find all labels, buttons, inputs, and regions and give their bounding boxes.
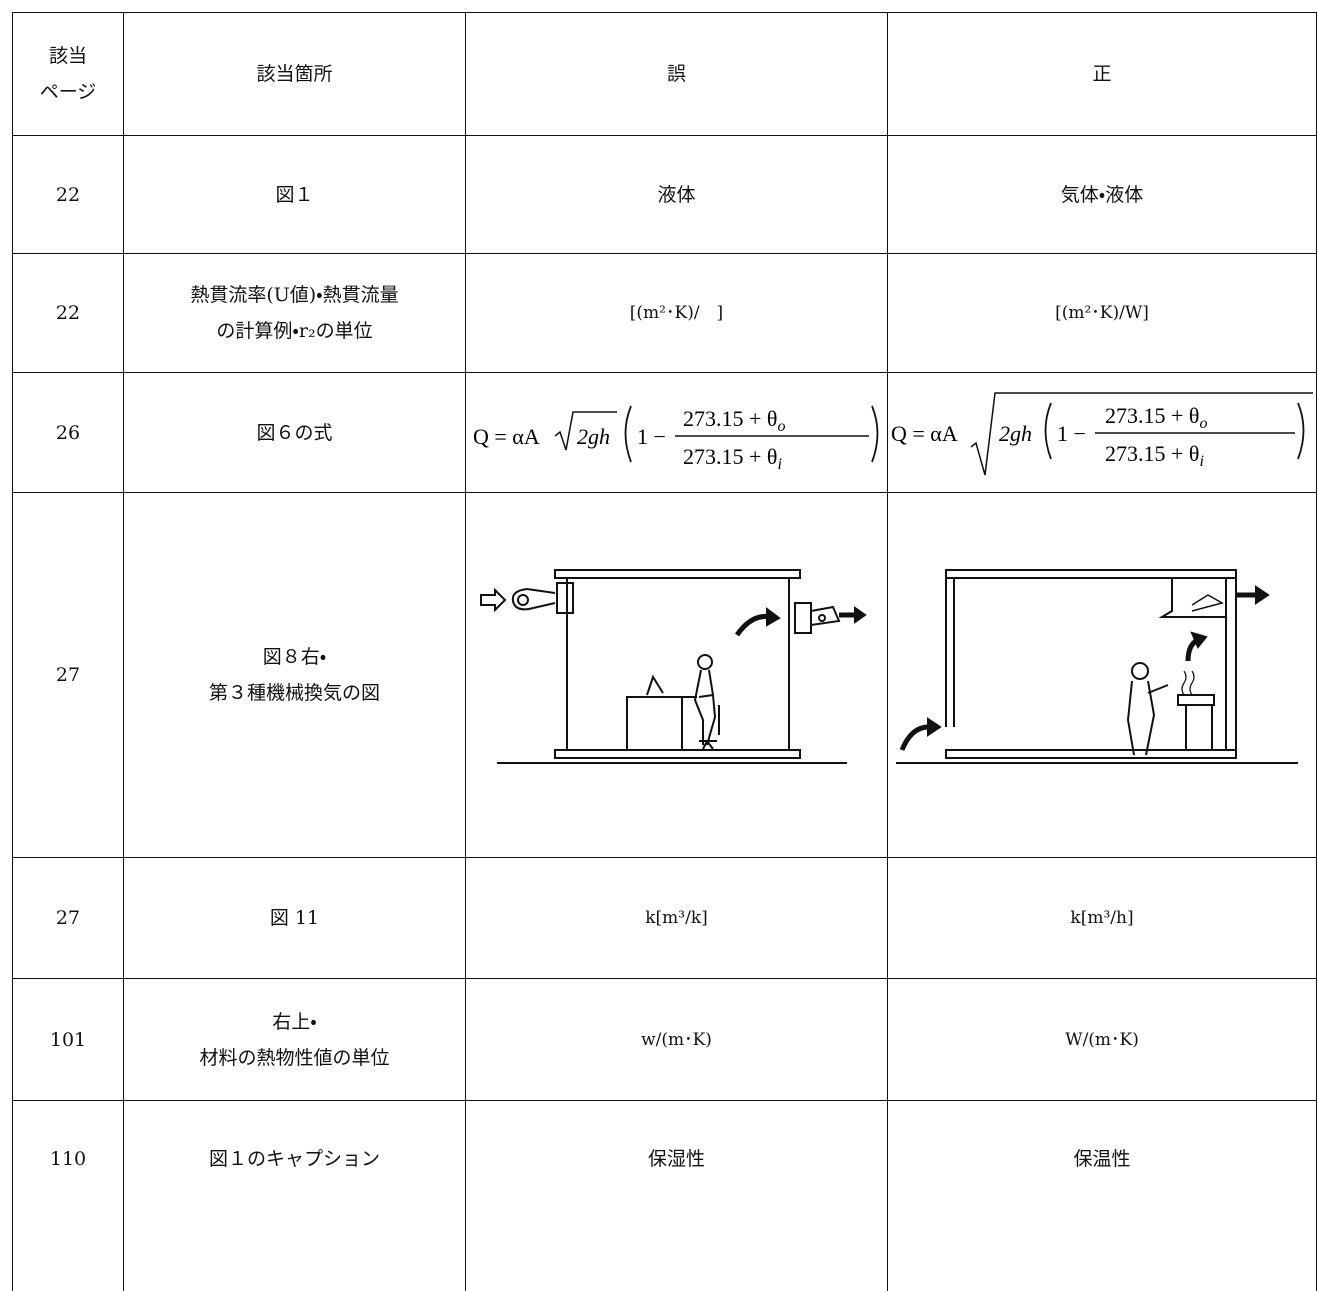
location-text: 図 11 xyxy=(269,907,320,929)
paren xyxy=(1297,402,1305,459)
page-cell: 22 xyxy=(12,253,124,373)
denominator: 273.15 + θi xyxy=(683,444,782,473)
formula-lead: 1 − xyxy=(637,424,666,449)
location-cell: 図１のキャプション xyxy=(123,1100,466,1291)
page-cell: 27 xyxy=(12,857,124,979)
denominator-sub: i xyxy=(777,456,781,473)
wrong-cell: Q = αA 2gh 1 − 273.15 + θo 273.15 + θi xyxy=(465,372,888,493)
row: 22 図１ 液体 気体・液体 xyxy=(12,135,1317,254)
errata-table: 該当ページ 該当箇所 誤 正 22 図１ 液体 気体・液体 22 熱貫流率(U値… xyxy=(12,12,1317,1291)
page-cell: 27 xyxy=(12,492,124,858)
row: 27 図 11 k[m³/k] k[m³/h] xyxy=(12,857,1317,979)
wrong-cell: [(m²･K)/ ] xyxy=(465,253,888,373)
formula-radicand: 2gh xyxy=(577,424,610,449)
row: 101 右上・材料の熱物性値の単位 w/(m･K) W/(m･K) xyxy=(12,978,1317,1101)
ventilation-figure xyxy=(479,569,867,764)
header-cell: 正 xyxy=(887,12,1317,136)
location-cell: 図 11 xyxy=(123,857,466,979)
location-text: 熱貫流率(U値)・熱貫流量 xyxy=(190,284,399,306)
page-cell: 110 xyxy=(12,1100,124,1291)
numerator: 273.15 + θo xyxy=(683,406,785,435)
formula-lead: 1 − xyxy=(1057,421,1086,446)
row: 22 熱貫流率(U値)・熱貫流量 の計算例・r₂の単位 [(m²･K)/ ] [(… xyxy=(12,253,1317,373)
wrong-cell: 液体 xyxy=(465,135,888,254)
right-cell: W/(m･K) xyxy=(887,978,1317,1101)
denominator: 273.15 + θi xyxy=(1105,441,1204,470)
formula: Q = αA 2gh 1 − 273.15 + θo 273.15 + θi xyxy=(891,391,1313,475)
formula-lhs: Q = αA xyxy=(473,424,540,449)
location-text: 図１ xyxy=(275,183,314,206)
formula: Q = αA 2gh 1 − 273.15 + θo 273.15 + θi xyxy=(473,405,878,473)
right-cell: 保温性 xyxy=(887,1100,1317,1291)
radical xyxy=(970,391,1313,475)
denominator-text: 273.15 + θ xyxy=(1105,441,1199,466)
header-row: 該当ページ 該当箇所 誤 正 xyxy=(12,12,1317,136)
paren xyxy=(870,405,878,462)
numerator-sub: o xyxy=(777,418,785,435)
formula-lhs: Q = αA xyxy=(891,421,958,446)
location-text: 材料の熱物性値の単位 xyxy=(199,1046,390,1069)
location-text: 第３種機械換気の図 xyxy=(208,682,380,704)
location-text: 図８右・ xyxy=(262,646,327,668)
row: 27 図８右・第３種機械換気の図 xyxy=(12,492,1317,858)
location-cell: 右上・材料の熱物性値の単位 xyxy=(123,978,466,1101)
location-text: 図１のキャプション xyxy=(208,1148,380,1170)
header-text: ページ xyxy=(39,81,97,103)
header-cell: 該当 ページ xyxy=(12,12,124,136)
numerator-sub: o xyxy=(1199,415,1207,432)
location-text: 右上・ xyxy=(272,1010,317,1033)
right-cell xyxy=(887,492,1317,858)
wrong-cell xyxy=(465,492,888,858)
ventilation-figure xyxy=(896,569,1298,764)
right-cell: k[m³/h] xyxy=(887,857,1317,979)
right-cell: 気体・液体 xyxy=(887,135,1317,254)
header-cell: 誤 xyxy=(465,12,888,136)
location-cell: 図８右・第３種機械換気の図 xyxy=(123,492,466,858)
location-cell: 熱貫流率(U値)・熱貫流量 の計算例・r₂の単位 xyxy=(123,253,466,373)
header-cell: 該当箇所 xyxy=(123,12,466,136)
header-text: 該当 xyxy=(48,45,87,67)
wrong-cell: 保湿性 xyxy=(465,1100,888,1291)
location-text: の計算例・r₂の単位 xyxy=(216,320,373,342)
numerator-text: 273.15 + θ xyxy=(683,406,777,431)
location-text: 図６の式 xyxy=(256,421,333,444)
page-cell: 101 xyxy=(12,978,124,1101)
paren xyxy=(624,405,632,462)
denominator-sub: i xyxy=(1199,453,1203,470)
right-cell: Q = αA 2gh 1 − 273.15 + θo 273.15 + θi xyxy=(887,372,1317,493)
wrong-cell: w/(m･K) xyxy=(465,978,888,1101)
row: 110 図１のキャプション 保湿性 保温性 xyxy=(12,1100,1317,1291)
right-cell: [(m²･K)/W] xyxy=(887,253,1317,373)
wrong-cell: k[m³/k] xyxy=(465,857,888,979)
denominator-text: 273.15 + θ xyxy=(683,444,777,469)
page-cell: 26 xyxy=(12,372,124,493)
radical xyxy=(554,410,617,450)
location-cell: 図１ xyxy=(123,135,466,254)
numerator-text: 273.15 + θ xyxy=(1105,403,1199,428)
location-cell: 図６の式 xyxy=(123,372,466,493)
numerator: 273.15 + θo xyxy=(1105,403,1207,432)
row: 26 図６の式 Q = αA 2gh 1 − 273.15 + θo 273.1… xyxy=(12,372,1317,493)
formula-radicand: 2gh xyxy=(999,421,1032,446)
page-cell: 22 xyxy=(12,135,124,254)
paren xyxy=(1044,402,1052,459)
